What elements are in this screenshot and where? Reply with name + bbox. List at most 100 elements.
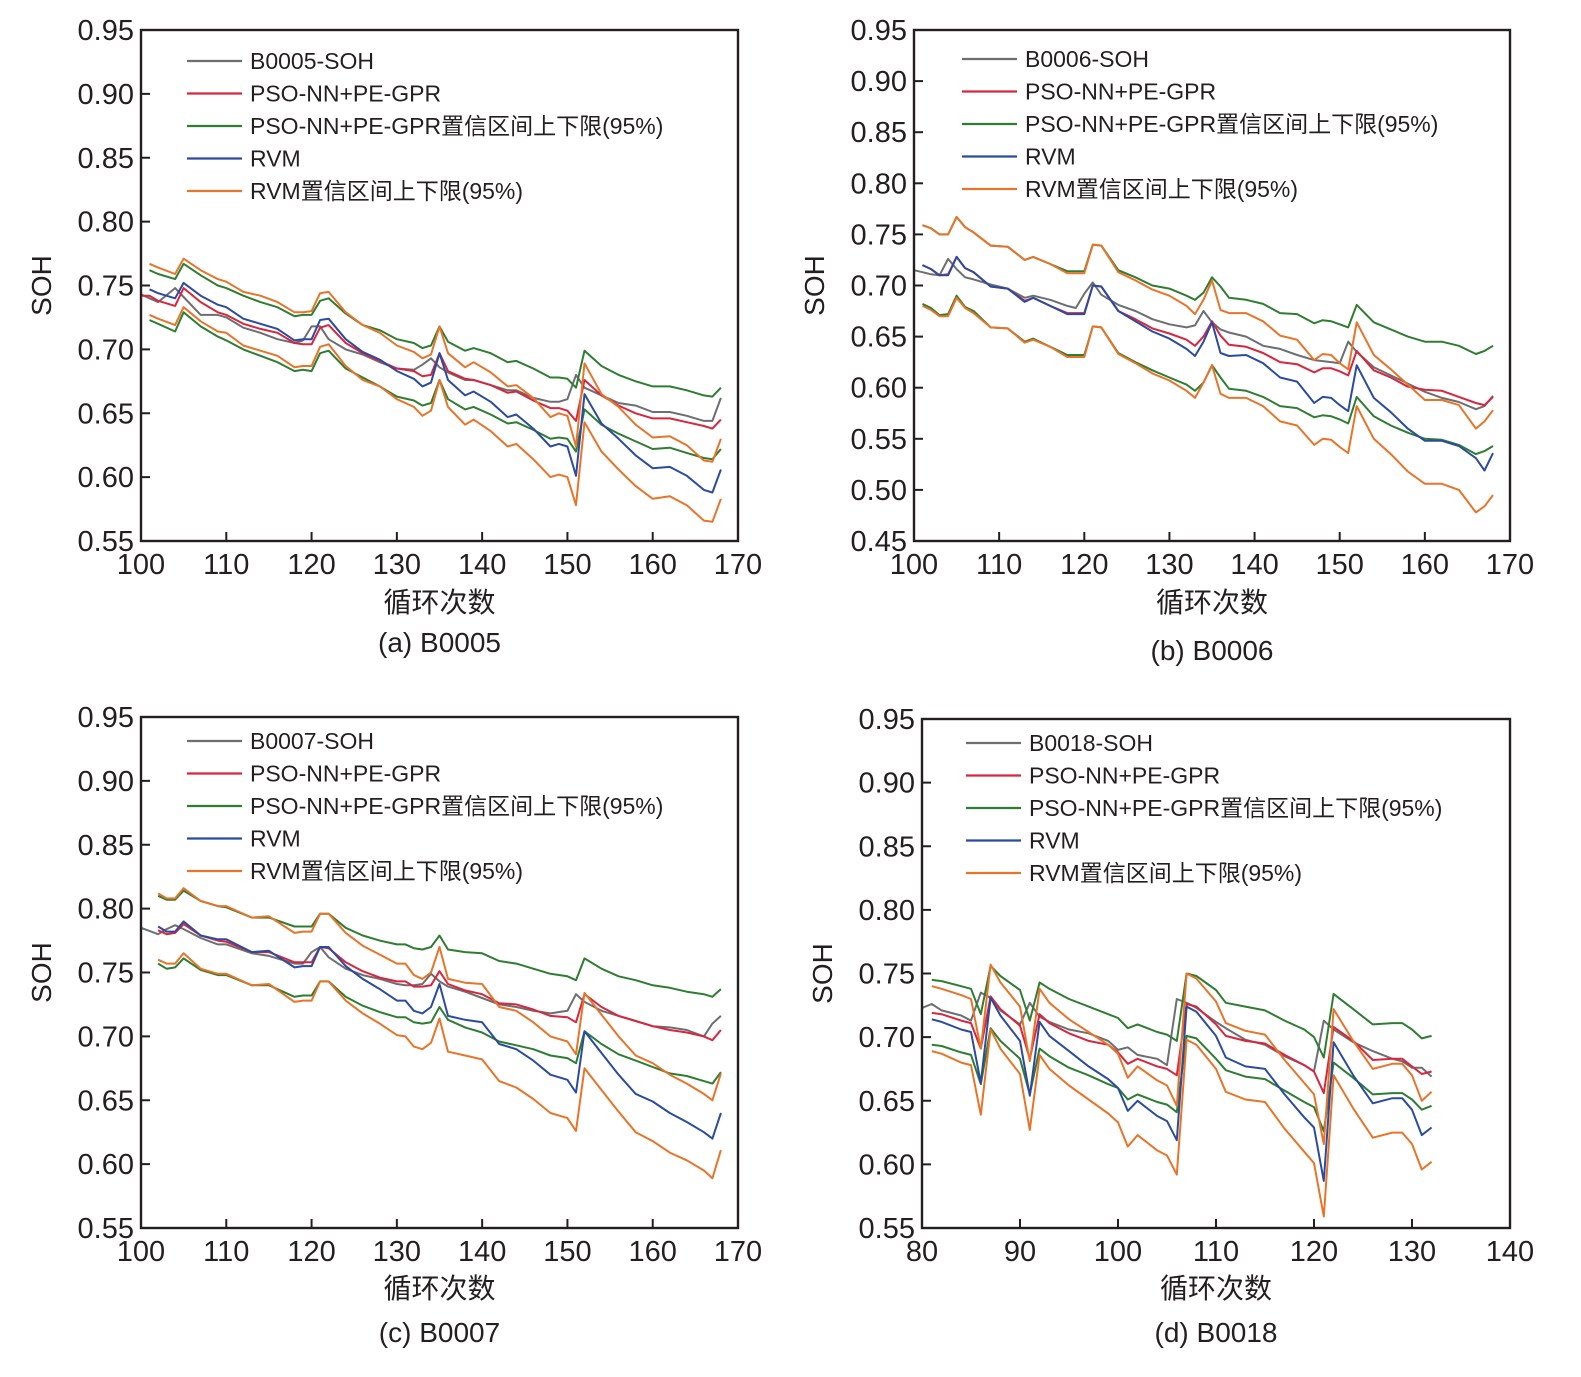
y-tick-label: 0.65 [851, 322, 907, 354]
y-tick-label: 0.80 [851, 168, 907, 200]
x-tick-label: 150 [1316, 549, 1364, 581]
x-tick-label: 110 [1193, 1236, 1239, 1268]
legend-item: PSO-NN+PE-GPR置信区间上下限(95%) [962, 111, 1438, 137]
series-line-rvm-ci-6 [922, 296, 1494, 514]
series-line-rvm-ci-5 [931, 963, 1433, 1145]
y-tick-label: 0.60 [851, 373, 907, 405]
series-group [913, 216, 1494, 514]
x-tick-label: 110 [203, 1236, 249, 1268]
legend-item: PSO-NN+PE-GPR [966, 763, 1220, 789]
legend-item: B0018-SOH [966, 730, 1153, 756]
series-line-gpr-ci-2 [931, 964, 1432, 1059]
x-tick-label: 160 [629, 1236, 677, 1268]
legend-item: B0005-SOH [187, 48, 374, 74]
legend-label: PSO-NN+PE-GPR置信区间上下限(95%) [250, 793, 663, 819]
y-tick-label: 0.75 [78, 271, 134, 303]
legend-item: RVM置信区间上下限(95%) [966, 860, 1302, 886]
y-axis-title: SOH [26, 942, 57, 1003]
legend: B0006-SOH PSO-NN+PE-GPR PSO-NN+PE-GPR置信区间上… [962, 46, 1438, 202]
x-tick-label: 140 [458, 1236, 506, 1268]
y-tick-label: 0.80 [859, 895, 915, 927]
y-tick-label: 0.55 [859, 1213, 915, 1245]
y-tick-label: 0.75 [78, 958, 134, 990]
legend-item: PSO-NN+PE-GPR [962, 79, 1216, 105]
legend-label: B0006-SOH [1025, 46, 1149, 72]
legend-label: B0007-SOH [250, 728, 374, 754]
y-tick-label: 0.90 [78, 766, 134, 798]
x-tick-label: 160 [1401, 549, 1449, 581]
series-line-rvm-ci-5 [922, 216, 1494, 430]
x-tick-label: 150 [543, 549, 591, 581]
y-tick-label: 0.70 [78, 1021, 134, 1053]
legend: B0005-SOH PSO-NN+PE-GPR PSO-NN+PE-GPR置信区间上… [187, 48, 663, 204]
legend-item: PSO-NN+PE-GPR置信区间上下限(95%) [187, 793, 663, 819]
x-tick-label: 110 [203, 549, 249, 581]
x-tick-label: 120 [287, 1236, 335, 1268]
chart-panel-c: 0.55 0.60 0.65 0.70 0.75 0.80 0.85 0.90 0.95 100 1… [26, 702, 762, 1348]
x-tick-label: 100 [1094, 1236, 1142, 1268]
y-tick-label: 0.75 [859, 959, 915, 991]
legend-label: PSO-NN+PE-GPR [1025, 79, 1216, 105]
chart-panel-b: 0.45 0.50 0.55 0.60 0.65 0.70 0.75 0.80 0.85 0.90… [799, 15, 1534, 666]
legend-item: PSO-NN+PE-GPR [187, 81, 441, 107]
x-tick-label: 160 [629, 549, 677, 581]
legend-label: RVM置信区间上下限(95%) [250, 858, 523, 884]
y-tick-label: 0.70 [859, 1022, 915, 1054]
series-line-rvm-ci-5 [157, 887, 722, 1102]
x-tick-label: 120 [1060, 549, 1108, 581]
legend-label: RVM [1025, 144, 1076, 170]
series-line-gpr-ci-3 [149, 311, 722, 461]
series-group [140, 887, 722, 1180]
y-tick-label: 0.75 [851, 219, 907, 251]
x-tick-label: 130 [373, 1236, 421, 1268]
legend-label: PSO-NN+PE-GPR [250, 761, 441, 787]
y-tick-label: 0.50 [851, 475, 907, 507]
legend-item: RVM置信区间上下限(95%) [187, 178, 523, 204]
x-axis-title: 循环次数 [1156, 586, 1268, 619]
series-line-rvm-ci-6 [149, 306, 722, 523]
legend-item: PSO-NN+PE-GPR置信区间上下限(95%) [187, 113, 663, 139]
x-tick-label: 80 [906, 1236, 938, 1268]
y-tick-label: 0.95 [78, 15, 134, 47]
x-axis-title: 循环次数 [383, 1272, 495, 1305]
series-line-rvm-4 [922, 255, 1494, 472]
x-tick-label: 130 [373, 549, 421, 581]
y-axis-title: SOH [807, 943, 838, 1004]
y-tick-label: 0.55 [78, 1213, 134, 1245]
y-tick-label: 0.85 [851, 117, 907, 149]
legend-label: B0005-SOH [250, 48, 374, 74]
legend-label: PSO-NN+PE-GPR置信区间上下限(95%) [1029, 795, 1442, 821]
y-tick-label: 0.90 [859, 768, 915, 800]
x-tick-label: 170 [714, 549, 762, 581]
x-tick-label: 140 [1486, 1236, 1534, 1268]
series-line-gpr-ci-2 [149, 262, 722, 398]
y-tick-label: 0.60 [78, 462, 134, 494]
y-tick-label: 0.95 [851, 15, 907, 47]
y-axis-title: SOH [799, 255, 830, 316]
y-tick-label: 0.55 [851, 424, 907, 456]
y-tick-label: 0.90 [78, 79, 134, 111]
series-line-rvm-4 [931, 996, 1433, 1182]
x-tick-label: 170 [1486, 549, 1534, 581]
legend-label: RVM [250, 146, 301, 172]
legend-label: RVM [250, 826, 301, 852]
x-axis-title: 循环次数 [1160, 1272, 1272, 1305]
y-tick-label: 0.85 [859, 831, 915, 863]
y-tick-label: 0.85 [78, 143, 134, 175]
x-tick-label: 110 [976, 549, 1022, 581]
series-line-rvm-ci-5 [149, 257, 722, 463]
legend-item: B0007-SOH [187, 728, 374, 754]
y-tick-label: 0.80 [78, 894, 134, 926]
x-tick-label: 100 [117, 1236, 165, 1268]
legend-label: PSO-NN+PE-GPR置信区间上下限(95%) [1025, 111, 1438, 137]
series-line-gpr-ci-3 [931, 1027, 1432, 1133]
chart-caption: (b) B0006 [1151, 635, 1274, 666]
x-tick-label: 140 [458, 549, 506, 581]
x-tick-label: 170 [714, 1236, 762, 1268]
legend-item: PSO-NN+PE-GPR置信区间上下限(95%) [966, 795, 1442, 821]
legend: B0007-SOH PSO-NN+PE-GPR PSO-NN+PE-GPR置信区间上… [187, 728, 663, 884]
x-tick-label: 120 [287, 549, 335, 581]
chart-caption: (c) B0007 [379, 1317, 500, 1348]
x-tick-label: 100 [890, 549, 938, 581]
chart-caption: (a) B0005 [378, 627, 501, 658]
